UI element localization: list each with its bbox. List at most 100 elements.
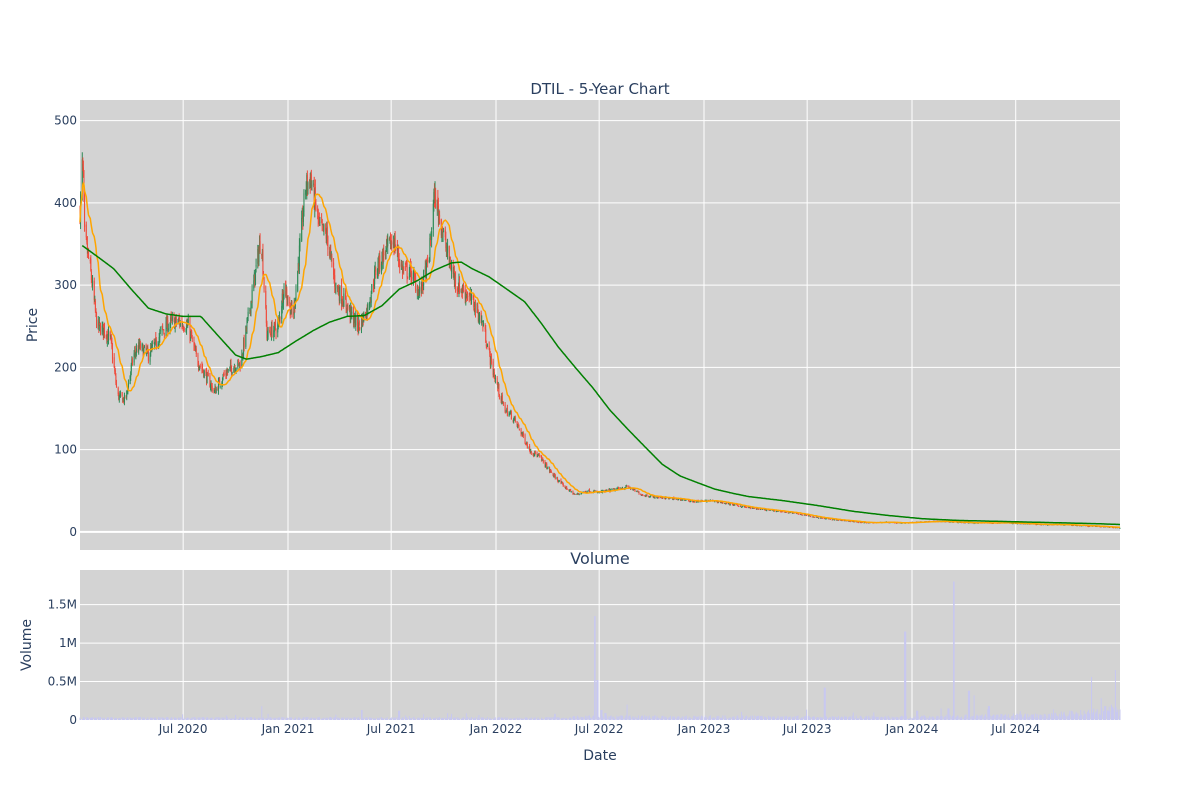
volume-bar [586, 717, 588, 720]
candle-body [169, 323, 171, 330]
volume-bar [577, 718, 579, 720]
volume-bar [1065, 715, 1067, 720]
candle-body [822, 517, 824, 519]
volume-bar [142, 717, 144, 720]
volume-bar [865, 715, 867, 720]
volume-bar [1019, 711, 1021, 720]
volume-bar [790, 718, 792, 720]
volume-bar [357, 718, 359, 720]
candle-body [802, 514, 804, 516]
candle-body [569, 490, 571, 492]
candle-body [380, 264, 382, 271]
candle-body [867, 522, 869, 524]
volume-bar [816, 716, 818, 720]
candle-body [191, 338, 193, 340]
volume-bar [225, 715, 227, 720]
candle-body [265, 290, 267, 309]
volume-bar [518, 717, 520, 720]
candle-body [765, 509, 767, 511]
volume-bar [243, 718, 245, 720]
volume-bar [608, 718, 610, 720]
volume-bar [513, 718, 515, 720]
candle-body [203, 370, 205, 378]
candle-body [616, 488, 618, 490]
candle-body [685, 499, 687, 501]
candle-body [572, 491, 574, 495]
volume-bar [925, 716, 927, 720]
candle-body [171, 316, 173, 321]
candle-body [243, 339, 245, 355]
volume-bar [251, 718, 253, 720]
volume-bar [717, 716, 719, 720]
candle-body [816, 516, 818, 518]
volume-bar [857, 718, 859, 720]
candle-body [402, 266, 404, 272]
volume-bar [309, 718, 311, 720]
candle-body [636, 491, 638, 493]
volume-bar [883, 717, 885, 720]
volume-bar [445, 719, 447, 720]
volume-bar [903, 716, 905, 720]
candle-body [777, 511, 779, 512]
candle-body [820, 517, 822, 519]
volume-bar [988, 706, 990, 720]
volume-bar [784, 715, 786, 720]
candle-body [453, 270, 455, 281]
candle-body [293, 311, 295, 315]
volume-bar [526, 718, 528, 720]
candle-body [265, 310, 267, 324]
candle-body [472, 294, 474, 299]
candle-body [502, 401, 504, 403]
volume-bar [163, 717, 165, 720]
candle-body [718, 501, 720, 503]
candle-body [452, 265, 454, 274]
candle-body [370, 294, 372, 303]
volume-bar [84, 717, 86, 720]
volume-bar [869, 717, 871, 720]
candle-body [423, 270, 425, 286]
volume-bar [600, 710, 602, 720]
volume-bar [634, 716, 636, 720]
volume-bar [1075, 714, 1077, 720]
volume-bar [553, 717, 555, 720]
volume-bar [572, 716, 574, 720]
candle-body [434, 189, 436, 203]
volume-bar [1045, 716, 1047, 720]
volume-bar [473, 718, 475, 720]
volume-bar [1044, 714, 1046, 720]
candle-body [614, 488, 616, 491]
volume-bar [342, 718, 344, 720]
candle-body [363, 313, 365, 321]
candle-body [237, 360, 239, 368]
candle-body [641, 494, 643, 496]
volume-bar [701, 715, 703, 720]
volume-bar [848, 717, 850, 720]
volume-bar [141, 718, 143, 720]
volume-bar [969, 690, 971, 720]
candle-body [516, 421, 518, 426]
candle-body [101, 325, 103, 335]
candle-body [493, 373, 495, 374]
candle-body [840, 520, 842, 521]
volume-bar [596, 680, 598, 720]
candle-body [508, 413, 510, 417]
volume-bar [465, 713, 467, 720]
volume-bar [764, 718, 766, 720]
volume-bar [740, 717, 742, 720]
volume-plot-area [80, 570, 1120, 720]
volume-bar [92, 717, 94, 720]
candle-body [157, 343, 159, 348]
volume-bar [357, 718, 359, 720]
volume-bar [802, 717, 804, 720]
volume-bar [378, 718, 380, 720]
volume-bar [189, 718, 191, 720]
candle-body [489, 353, 491, 365]
volume-bar [919, 718, 921, 720]
candle-body [497, 384, 499, 388]
candle-body [648, 496, 650, 498]
volume-bar [1011, 717, 1013, 720]
candle-body [549, 467, 551, 472]
volume-bar [129, 717, 131, 720]
volume-bar [101, 717, 103, 720]
candle-body [92, 280, 94, 287]
